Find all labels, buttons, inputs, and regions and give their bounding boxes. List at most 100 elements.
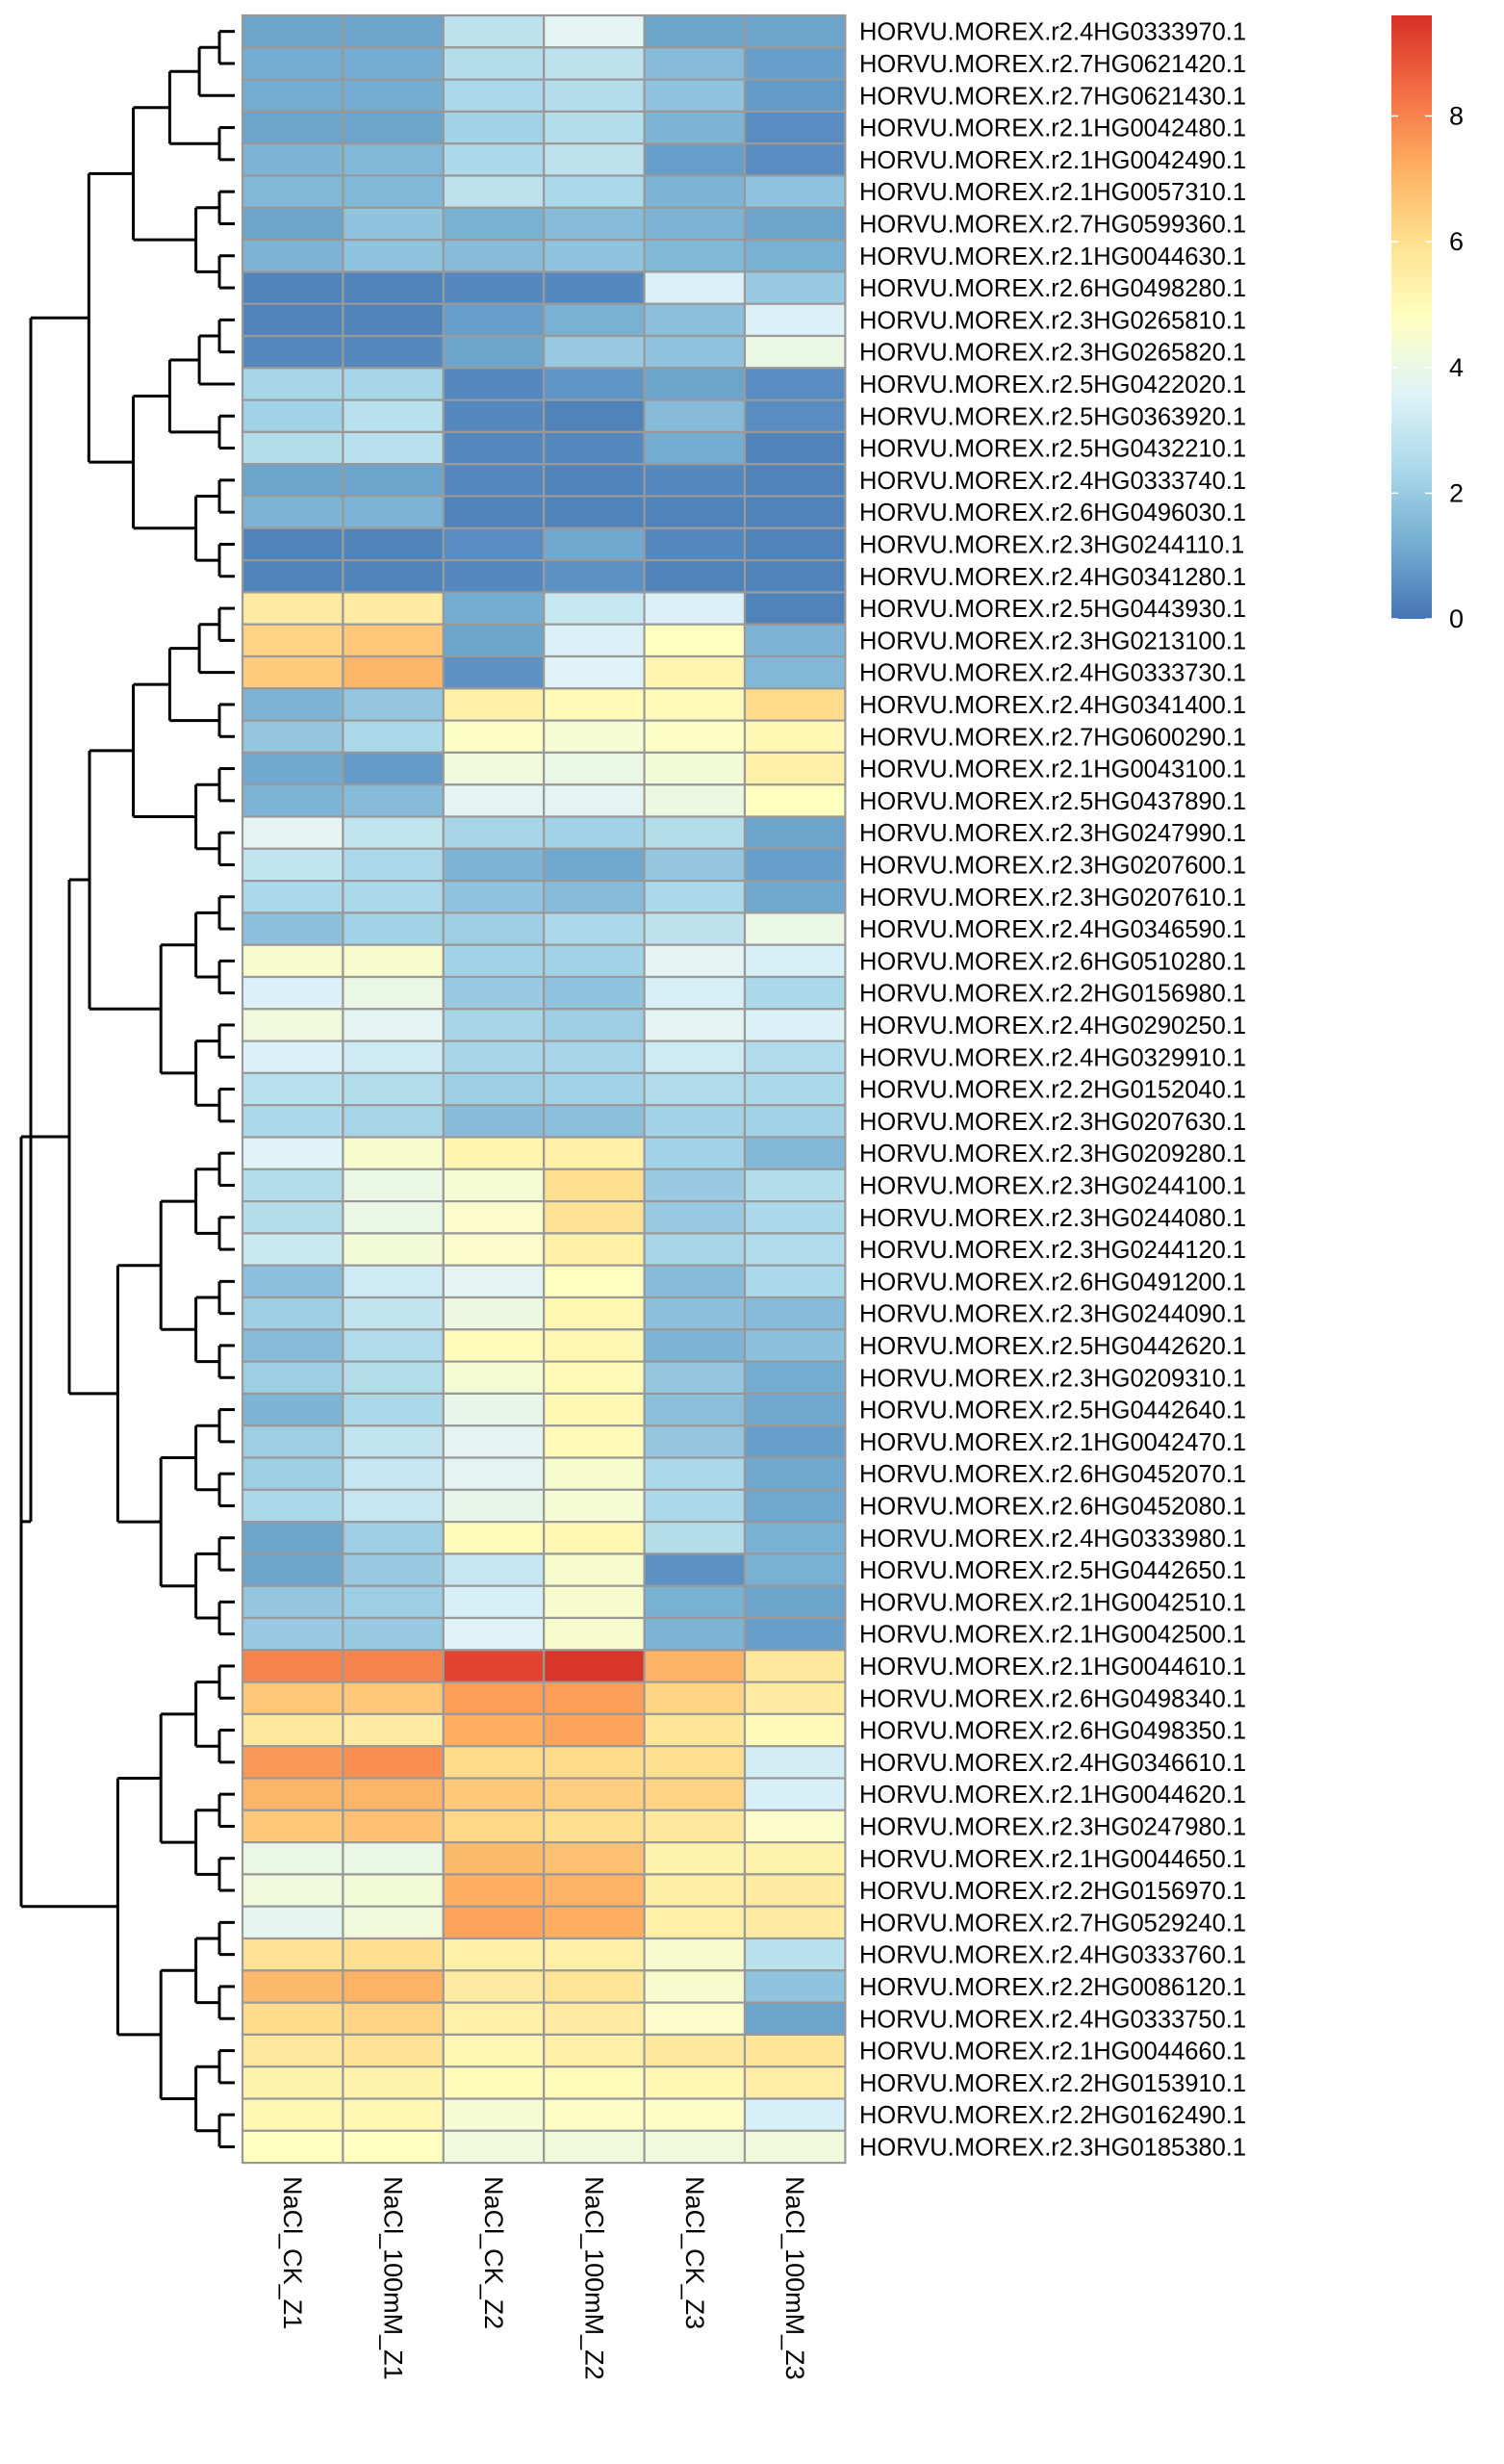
heatmap-cell: [543, 654, 646, 690]
heatmap-cell: [643, 1553, 747, 1587]
heatmap-cell: [442, 654, 546, 690]
heatmap-cell: [342, 1553, 445, 1587]
heatmap-cell: [543, 1040, 646, 1074]
heatmap-cell: [743, 1488, 847, 1524]
heatmap-cell: [743, 2129, 847, 2165]
heatmap-cell: [743, 1553, 847, 1587]
heatmap-cell: [543, 1199, 646, 1235]
heatmap-cell: [543, 815, 646, 850]
heatmap-cell: [543, 526, 646, 562]
heatmap-cell: [543, 1969, 646, 2004]
heatmap-cell: [241, 1104, 344, 1139]
heatmap-cell: [241, 1712, 344, 1748]
row-label: HORVU.MOREX.r2.3HG0207630.1: [859, 1109, 1246, 1136]
heatmap-cell: [241, 526, 344, 562]
heatmap-cell: [442, 558, 546, 594]
column-labels: NaCl_CK_Z1 NaCl_100mM_Z1 NaCl_CK_Z2 NaCl_10…: [278, 2176, 809, 2380]
heatmap-cell: [543, 1456, 646, 1491]
heatmap-cell: [543, 398, 646, 434]
heatmap-cell: [543, 687, 646, 722]
heatmap-cell: [643, 687, 747, 722]
heatmap-cell: [543, 1584, 646, 1620]
heatmap-cell: [743, 623, 847, 658]
heatmap-cell: [743, 591, 847, 626]
row-label: HORVU.MOREX.r2.2HG0086120.1: [859, 1974, 1246, 2001]
heatmap-cell: [342, 13, 445, 49]
heatmap-cell: [643, 495, 747, 529]
row-label: HORVU.MOREX.r2.3HG0244110.1: [859, 531, 1244, 558]
heatmap-cell: [442, 174, 546, 209]
heatmap-cell: [442, 142, 546, 177]
heatmap-cell: [241, 46, 344, 81]
color-legend: 0 2 4 6 8: [1391, 15, 1464, 633]
row-label: HORVU.MOREX.r2.5HG0442620.1: [859, 1333, 1246, 1360]
heatmap-cell: [442, 1520, 546, 1555]
heatmap-cell: [241, 1168, 344, 1203]
heatmap-cell: [442, 46, 546, 81]
heatmap-cell: [241, 110, 344, 145]
row-dendrogram: [19, 30, 235, 2148]
heatmap-cell: [241, 591, 344, 626]
row-label: HORVU.MOREX.r2.2HG0156970.1: [859, 1878, 1246, 1905]
row-label: HORVU.MOREX.r2.3HG0244090.1: [859, 1301, 1246, 1328]
heatmap-cell: [342, 1616, 445, 1652]
heatmap-cell: [342, 783, 445, 818]
heatmap-cell: [643, 1840, 747, 1876]
heatmap-cell: [743, 719, 847, 754]
heatmap-cell: [643, 174, 747, 209]
heatmap-cell: [543, 591, 646, 626]
heatmap-cell: [743, 2097, 847, 2132]
colorbar-tick-label: 6: [1449, 227, 1464, 256]
heatmap-cell: [442, 334, 546, 370]
heatmap-cell: [342, 1520, 445, 1555]
heatmap-cell: [543, 1071, 646, 1107]
heatmap-cell: [442, 623, 546, 658]
heatmap-cell: [643, 1104, 747, 1139]
heatmap-cell: [442, 1424, 546, 1459]
row-label: HORVU.MOREX.r2.3HG0265810.1: [859, 307, 1246, 334]
heatmap-cell: [743, 1809, 847, 1844]
heatmap-cell: [241, 1745, 344, 1780]
row-label: HORVU.MOREX.r2.3HG0185380.1: [859, 2134, 1246, 2161]
heatmap-cell: [643, 430, 747, 466]
heatmap-cell: [643, 1136, 747, 1170]
heatmap-cell: [342, 1937, 445, 1972]
heatmap-cell: [643, 334, 747, 370]
heatmap-cell: [543, 1681, 646, 1715]
row-label: HORVU.MOREX.r2.5HG0443930.1: [859, 596, 1246, 623]
heatmap-cell: [442, 1136, 546, 1170]
heatmap-cell: [743, 783, 847, 818]
heatmap-cell: [543, 270, 646, 305]
heatmap-cell: [442, 847, 546, 883]
heatmap-cell: [342, 398, 445, 434]
heatmap-cell: [442, 1264, 546, 1299]
heatmap-cell: [241, 687, 344, 722]
heatmap-cell: [342, 1840, 445, 1876]
heatmap-cell: [241, 1905, 344, 1940]
colorbar-tick-label: 8: [1449, 102, 1464, 131]
heatmap-cell: [643, 270, 747, 305]
heatmap-cell: [743, 1649, 847, 1683]
heatmap-cell: [241, 1809, 344, 1844]
heatmap-cell: [543, 1553, 646, 1587]
heatmap-cell: [543, 174, 646, 209]
heatmap-cell: [643, 2066, 747, 2100]
heatmap-cell: [743, 2066, 847, 2100]
heatmap-cell: [543, 1840, 646, 1876]
row-label: HORVU.MOREX.r2.1HG0044660.1: [859, 2039, 1246, 2066]
heatmap-cell: [241, 78, 344, 113]
row-label: HORVU.MOREX.r2.6HG0496030.1: [859, 500, 1246, 526]
heatmap-cell: [342, 495, 445, 529]
heatmap-cell: [241, 1296, 344, 1331]
heatmap-cell: [342, 1168, 445, 1203]
heatmap-cell: [442, 1616, 546, 1652]
column-label: NaCl_100mM_Z2: [579, 2176, 608, 2380]
heatmap-cell: [342, 1104, 445, 1139]
heatmap-cell: [743, 1392, 847, 1427]
heatmap-cell: [743, 2001, 847, 2037]
heatmap-cell: [442, 239, 546, 273]
heatmap-cell: [743, 1328, 847, 1363]
heatmap-cell: [543, 1905, 646, 1940]
heatmap-cell: [543, 1777, 646, 1811]
column-label: NaCl_100mM_Z3: [780, 2176, 809, 2380]
